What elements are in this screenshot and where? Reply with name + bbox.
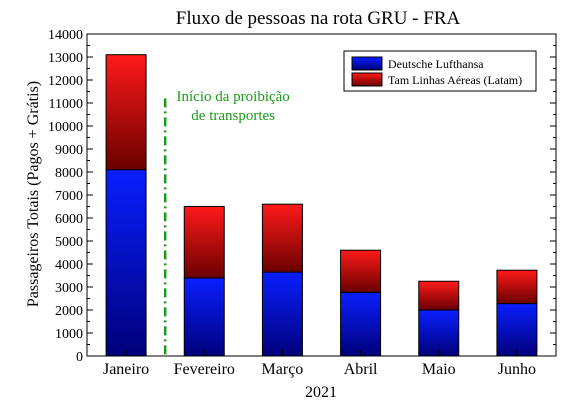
y-tick-label: 11000: [49, 97, 83, 112]
bar-lufthansa: [261, 271, 303, 357]
bar-latam: [418, 280, 460, 311]
ban-annotation-text: de transportes: [191, 108, 275, 124]
y-tick-label: 8000: [55, 166, 83, 181]
bar-lufthansa: [105, 169, 147, 357]
bar-lufthansa: [418, 309, 460, 357]
y-tick-label: 14000: [48, 28, 83, 43]
y-tick-label: 3000: [55, 281, 83, 296]
y-tick-label: 6000: [55, 212, 83, 227]
legend-label: Tam Linhas Aéreas (Latam): [388, 73, 522, 87]
y-tick-label: 4000: [55, 258, 83, 273]
y-tick-label: 13000: [48, 51, 83, 66]
x-tick-label: Março: [262, 361, 304, 378]
bar-lufthansa: [183, 277, 225, 357]
y-tick-label: 0: [76, 350, 83, 365]
legend-swatch: [351, 72, 383, 87]
bar-lufthansa: [340, 291, 382, 357]
legend: Deutsche Lufthansa Tam Linhas Aéreas (Lat…: [343, 50, 537, 92]
x-tick-label: Fevereiro: [174, 361, 235, 378]
y-tick-label: 10000: [48, 120, 83, 135]
bar-latam: [340, 249, 382, 293]
x-tick-label: Junho: [498, 361, 536, 378]
y-tick-label: 2000: [55, 304, 83, 319]
x-tick-label: Abril: [344, 361, 378, 378]
bar-latam: [261, 203, 303, 273]
bar-latam: [105, 54, 147, 171]
x-tick-label: Janeiro: [103, 361, 149, 378]
legend-swatch: [351, 56, 383, 71]
x-tick-label: Maio: [422, 361, 456, 378]
bar-latam: [183, 206, 225, 279]
y-axis-label: Passageiros Totais (Pagos + Grátis): [25, 81, 42, 307]
y-tick-label: 1000: [55, 327, 83, 342]
y-tick-label: 7000: [55, 189, 83, 204]
legend-label: Deutsche Lufthansa: [388, 57, 484, 71]
ban-annotation-text: Início da proibição: [177, 89, 290, 105]
chart-title: Fluxo de pessoas na rota GRU - FRA: [176, 8, 461, 29]
bar-latam: [496, 269, 538, 305]
y-tick-label: 9000: [55, 143, 83, 158]
y-tick-label: 12000: [48, 74, 83, 89]
plot-area: 0 1000 2000 3000 4000 5000 6000 7000 8000 9000 100…: [48, 28, 557, 378]
x-axis-label: 2021: [305, 384, 337, 401]
y-tick-label: 5000: [55, 235, 83, 250]
bar-lufthansa: [496, 303, 538, 357]
